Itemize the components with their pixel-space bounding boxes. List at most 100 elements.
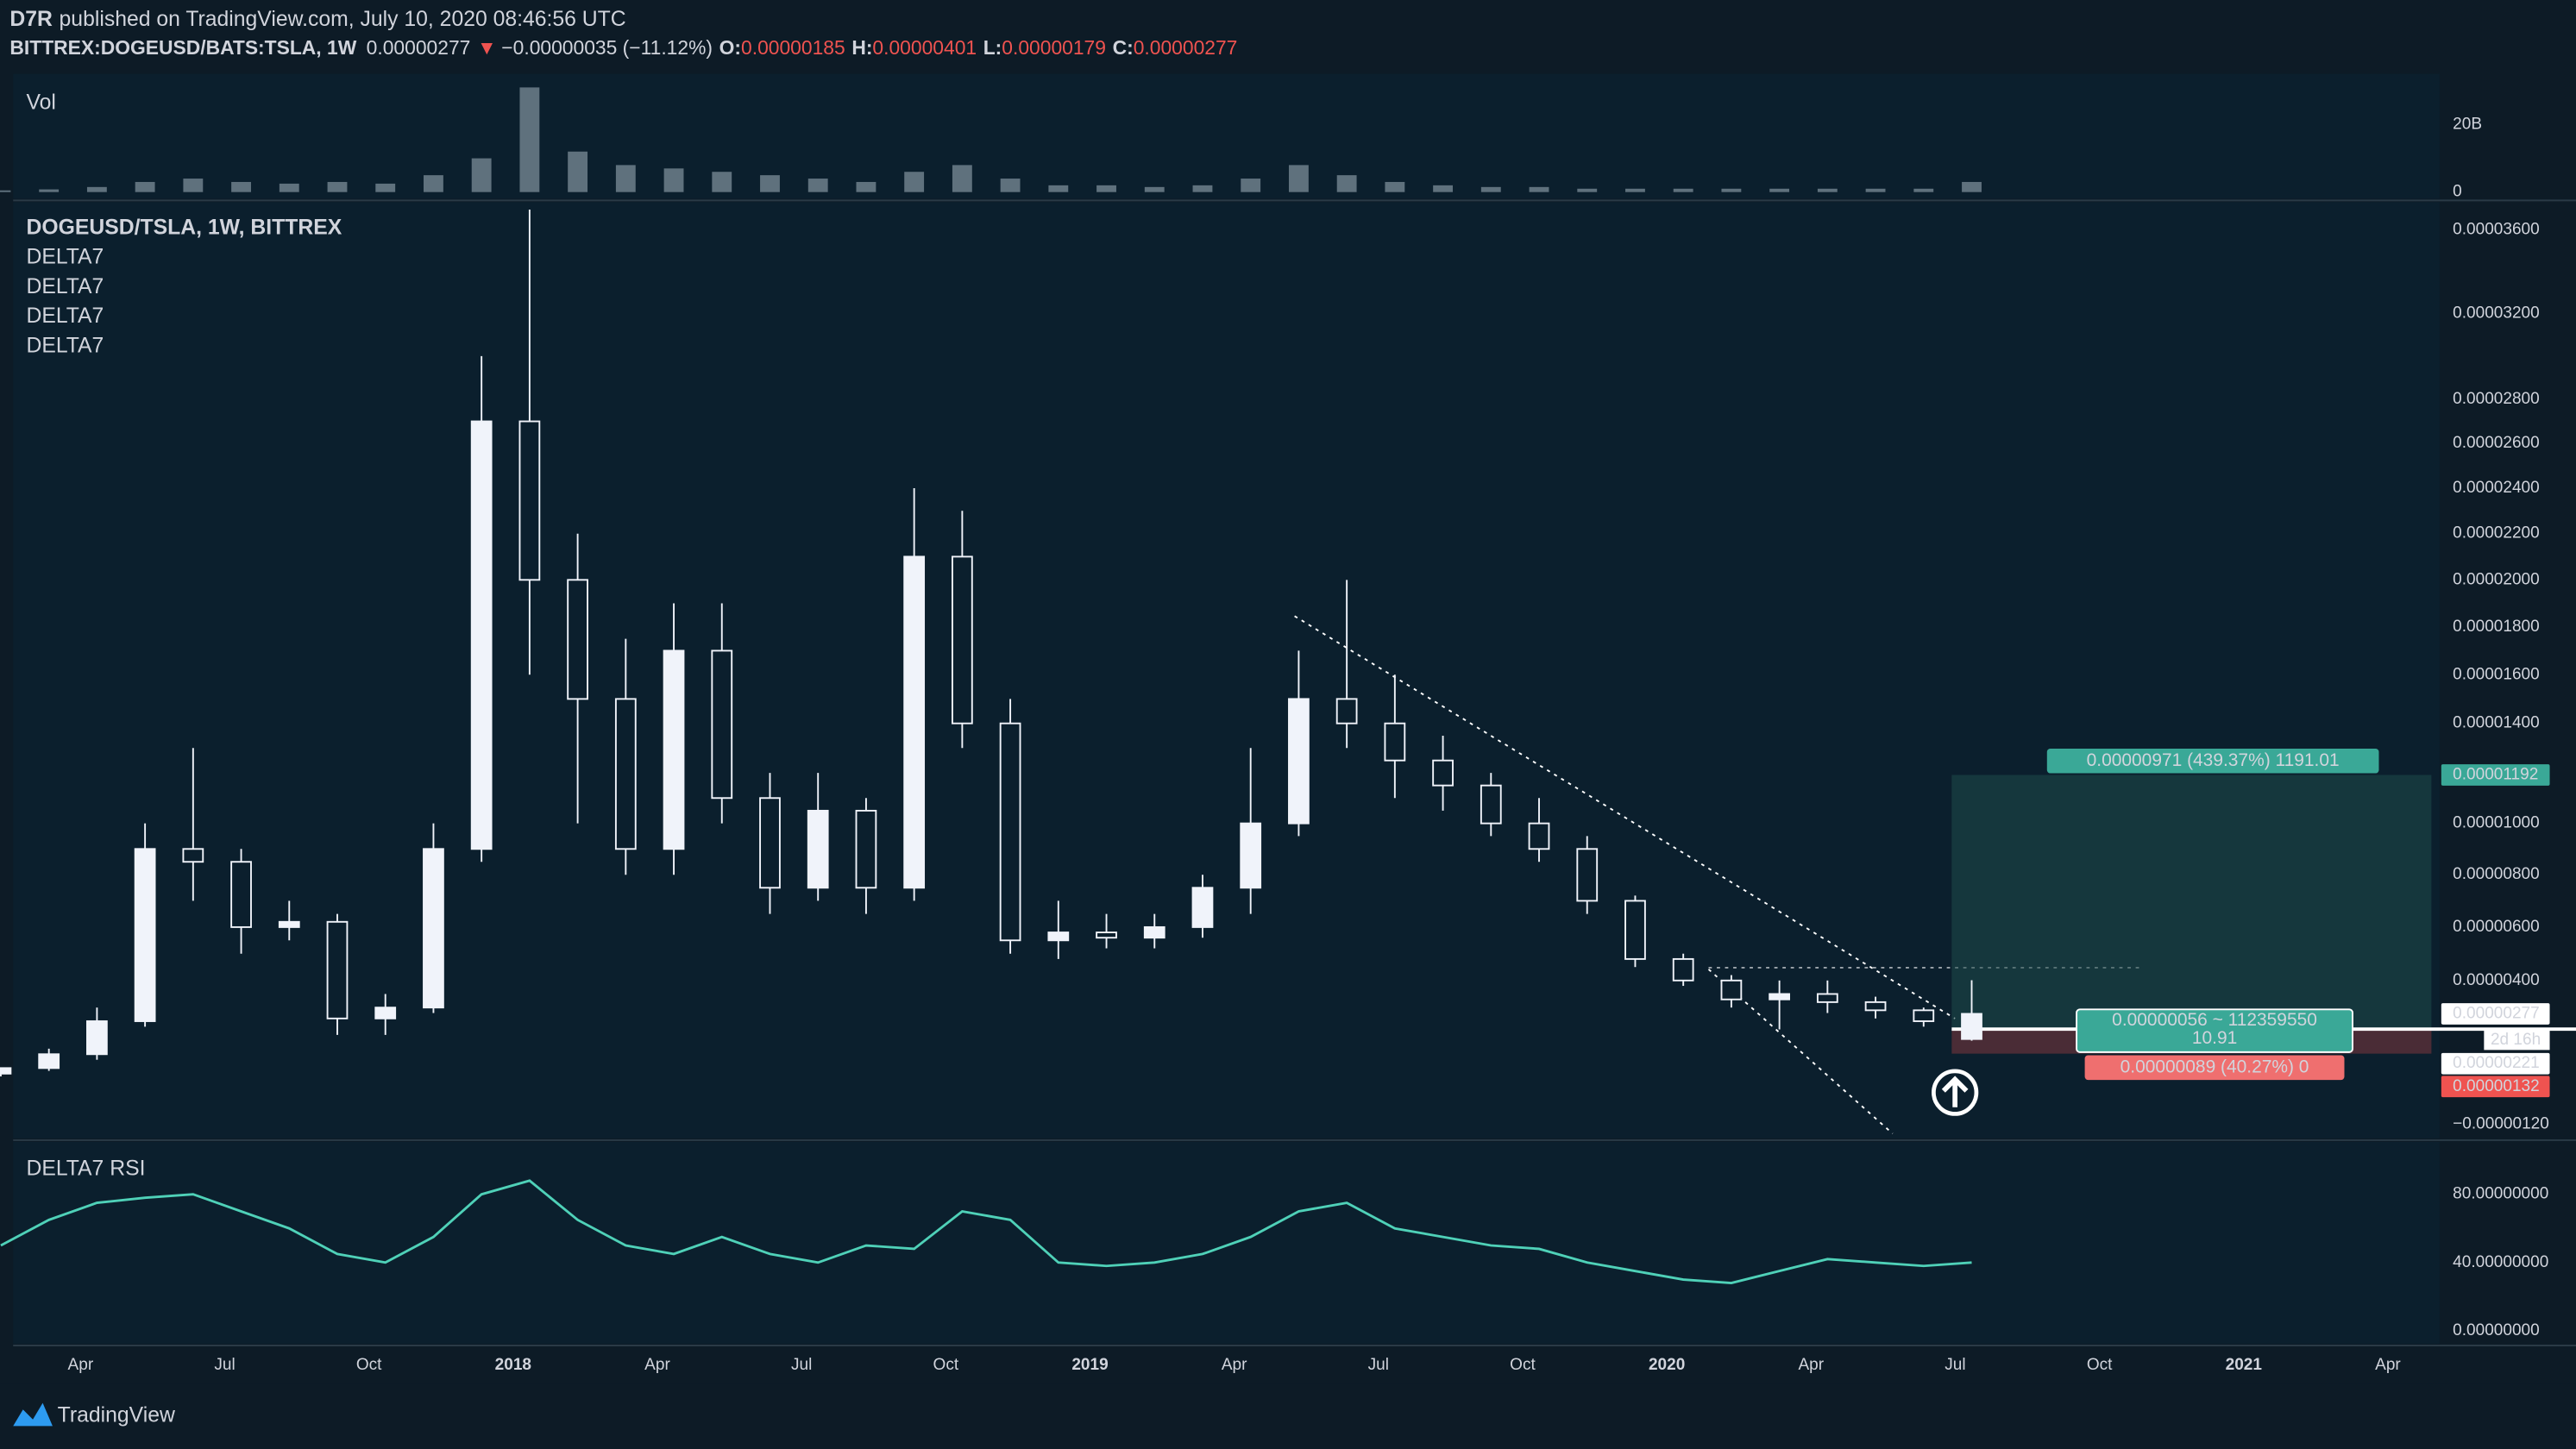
volume-bar (807, 179, 828, 192)
y-tick-label: 0.00003600 (2453, 221, 2540, 239)
candle-body (1528, 822, 1550, 850)
candle-body (326, 920, 349, 1019)
marks: DELTA7 DELTA7 DELTA7 DELTA7 0.00003600 0.0000… (0, 87, 2576, 1374)
volume-bar (39, 189, 60, 192)
candle-body (855, 809, 877, 889)
volume-bar (904, 172, 925, 192)
stop-box (2084, 1055, 2345, 1081)
candle-body (518, 420, 541, 581)
volume-bar (86, 186, 107, 192)
y-tick-label: 0.00001600 (2453, 665, 2540, 683)
volume-pane (13, 73, 2440, 199)
candle-body (38, 1053, 60, 1070)
timer: 2d 16h (2491, 1031, 2541, 1049)
volume-title: Vol (26, 91, 55, 115)
stop-text: 0.00000089 (40.27%) 0 (2120, 1057, 2309, 1076)
x-tick-label: Jul (214, 1356, 235, 1374)
candle-body (1384, 722, 1406, 762)
last: 0.00000277 (367, 36, 471, 59)
volume-bar (424, 175, 443, 192)
y-tick-label: 0.00001800 (2453, 618, 2540, 636)
x-tick-label: 2019 (1071, 1356, 1108, 1374)
indicator-name: DELTA7 (26, 275, 104, 298)
volume-bar (183, 179, 204, 192)
candle-body (374, 1007, 397, 1019)
volume-bar (712, 172, 732, 192)
candle-body (470, 420, 493, 850)
candle-body (1480, 784, 1502, 825)
y-tick-label: 0.00002400 (2453, 479, 2540, 497)
indicator-name: DELTA7 (26, 246, 104, 269)
volume-bar (519, 87, 540, 192)
y-tick-label: 0.00002000 (2453, 570, 2540, 588)
volume-bar (1096, 185, 1116, 192)
candle-body (759, 797, 781, 889)
volume-bar (1048, 185, 1069, 192)
volume-bar (1385, 181, 1405, 192)
x-tick-label: Oct (1510, 1356, 1536, 1374)
ohlc-value: 0.00000185 (741, 36, 845, 59)
volume-bar (279, 183, 299, 192)
header-line-2: BITTREX:DOGEUSD/BATS:TSLA, 1W 0.00000277 ▼… (9, 36, 1237, 59)
volume-bar (1192, 185, 1213, 192)
candle-body (1047, 932, 1070, 942)
x-tick-label: Oct (2087, 1356, 2113, 1374)
volume-bar (1000, 179, 1021, 192)
y-tick-label: 0.00000400 (2453, 971, 2540, 989)
candle-body (423, 848, 444, 1009)
volume-bar (231, 181, 251, 192)
y-tick-label: 0.00000800 (2453, 865, 2540, 883)
candle-body (1288, 698, 1310, 825)
y-tick-label: 0.00002800 (2453, 390, 2540, 408)
volume-bar (1673, 188, 1693, 192)
candle-body (1672, 957, 1694, 982)
footer-brand: TradingView (58, 1403, 175, 1427)
candle-body (951, 555, 973, 724)
volume-bar (1480, 186, 1501, 192)
x-tick-label: Jul (1945, 1356, 1965, 1374)
volume-bar (1336, 175, 1357, 192)
ohlc-value: 0.00000179 (1002, 36, 1106, 59)
rsi-title: DELTA7 RSI (26, 1157, 145, 1181)
price-label: 0.00000277 (2453, 1004, 2540, 1022)
price-label: 0.00000221 (2453, 1054, 2540, 1072)
price-label-box (2441, 764, 2550, 786)
candle-body (1816, 993, 1838, 1003)
x-tick-label: Oct (933, 1356, 959, 1374)
y-tick-label: 0.00002200 (2453, 524, 2540, 543)
volume-bar (471, 158, 492, 192)
candle-body (86, 1020, 108, 1056)
footer (0, 1383, 2576, 1449)
volume-bar (375, 183, 396, 192)
candle-body (1191, 887, 1214, 928)
indicator-name: DELTA7 (26, 304, 104, 328)
timer-box (2484, 1030, 2550, 1051)
x-tick-label: Apr (1222, 1356, 1247, 1374)
change-arrow: ▼ (477, 36, 497, 59)
volume-bar (135, 181, 155, 192)
volume-bar (1625, 188, 1645, 192)
rsi-tick-label: 40.00000000 (2453, 1253, 2548, 1271)
volume-bar (615, 165, 636, 192)
volume-bar (952, 165, 972, 192)
volume-bar (1241, 179, 1261, 192)
candle-body (567, 579, 588, 700)
candle-body (1913, 1009, 1935, 1022)
x-tick-label: 2018 (495, 1356, 531, 1374)
published: published on TradingView.com, July 10, 2… (60, 7, 626, 30)
change: −0.00000035 (−11.12%) (501, 36, 713, 59)
x-tick-label: 2020 (1649, 1356, 1685, 1374)
volume-bar (856, 181, 876, 192)
candle-body (1240, 822, 1262, 889)
candle-body (134, 848, 156, 1022)
volume-bar (1288, 165, 1309, 192)
candle-body (614, 698, 637, 850)
vol-tick-label: 20B (2453, 115, 2482, 133)
ohlc-key: O: (719, 36, 741, 59)
candle-body (1864, 1000, 1887, 1012)
volume-bar (1817, 188, 1838, 192)
x-tick-label: Apr (1798, 1356, 1824, 1374)
x-tick-label: Apr (68, 1356, 94, 1374)
